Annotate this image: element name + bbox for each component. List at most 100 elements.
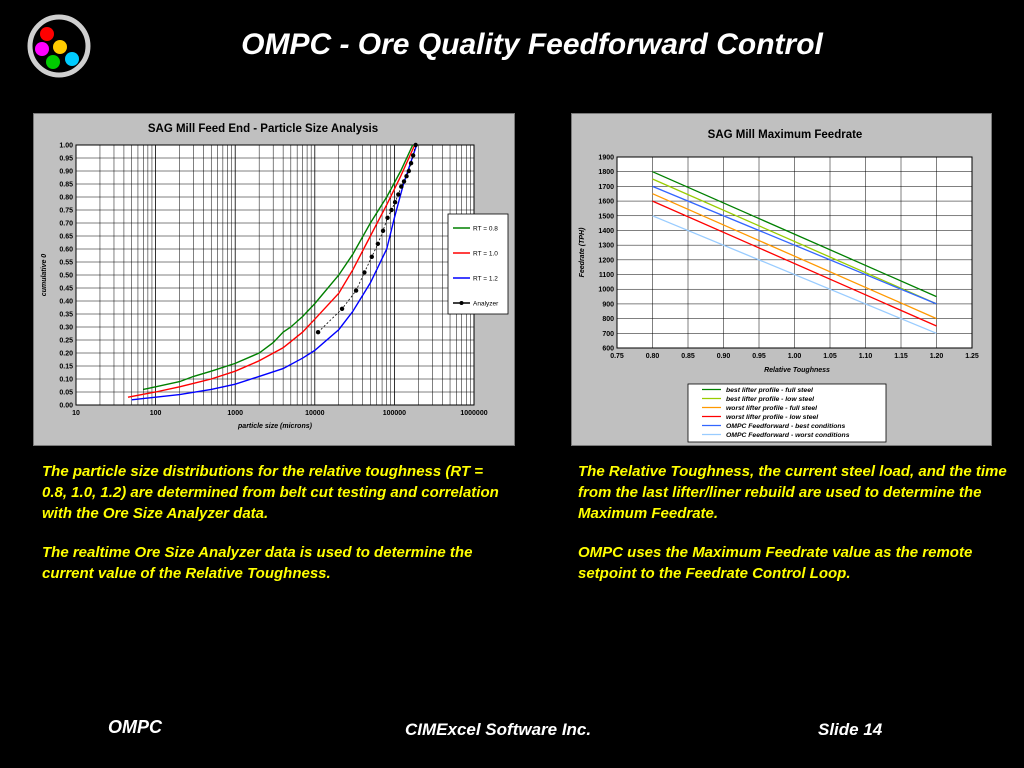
footer-slide-number: Slide 14 — [818, 720, 883, 739]
y-tick-label: 1900 — [598, 155, 614, 162]
logo-dot-magenta — [35, 42, 49, 56]
y-tick-label: 0.50 — [59, 273, 73, 280]
y-tick-label: 0.25 — [59, 338, 73, 345]
series-line — [652, 193, 937, 320]
data-point-analyzer — [408, 161, 414, 166]
data-point-analyzer — [339, 306, 345, 311]
legend-box — [687, 383, 887, 443]
x-tick-label: 10 — [72, 410, 80, 417]
series-line — [652, 215, 937, 334]
chart-title: SAG Mill Feed End - Particle Size Analys… — [148, 123, 378, 135]
y-tick-label: 1300 — [598, 243, 614, 250]
data-point-analyzer — [404, 174, 409, 179]
data-point-analyzer — [406, 168, 412, 174]
y-tick-label: 0.15 — [59, 364, 73, 371]
logo-dot-cyan — [65, 52, 79, 66]
data-point-analyzer — [380, 228, 386, 233]
data-point-analyzer — [413, 142, 418, 148]
y-tick-label: 0.45 — [59, 286, 73, 293]
footer-product: OMPC — [108, 717, 162, 737]
y-tick-label: 0.70 — [59, 221, 73, 228]
y-tick-label: 1000 — [598, 287, 614, 294]
y-tick-label: 1700 — [598, 184, 614, 191]
y-tick-label: 0.35 — [59, 312, 73, 319]
y-tick-label: 1200 — [598, 257, 614, 264]
series-line — [143, 144, 414, 391]
y-tick-label: 0.55 — [59, 260, 73, 267]
left-caption: The particle size distributions for the … — [42, 461, 512, 602]
x-tick-label: 1.15 — [894, 353, 908, 360]
data-point-analyzer — [399, 184, 404, 189]
particle-size-chart-panel: 0.00 0.05 0.10 0.15 0.20 0.25 0.30 0.35 0.40 0.45… — [33, 113, 515, 446]
y-tick-label: 0.05 — [59, 390, 73, 397]
y-tick-label: 1500 — [598, 213, 614, 220]
data-point-analyzer — [362, 270, 367, 275]
x-tick-label: 10000 — [305, 410, 325, 417]
max-feedrate-chart-panel: 600 700 800 900 1000 1100 1200 1300 1400 1500 1600… — [571, 113, 992, 446]
legend-label: worst lifter profile - low steel — [726, 414, 818, 421]
y-tick-label: 0.40 — [59, 299, 73, 306]
y-tick-label: 900 — [602, 301, 614, 308]
data-point-analyzer — [353, 288, 359, 293]
y-tick-label: 0.95 — [59, 156, 73, 163]
y-tick-label: 700 — [602, 331, 614, 338]
legend-label: RT = 1.2 — [473, 276, 498, 283]
x-axis-label: particle size (microns) — [237, 423, 313, 430]
left-caption-paragraph-1: The particle size distributions for the … — [42, 463, 499, 522]
series-line — [131, 144, 418, 401]
legend-label: best lifter profile - low steel — [726, 396, 814, 403]
y-tick-label: 0.90 — [59, 169, 73, 176]
legend-marker — [459, 301, 464, 305]
logo-dot-yellow — [53, 40, 67, 54]
y-tick-label: 0.80 — [59, 195, 73, 202]
x-tick-label: 0.85 — [681, 353, 695, 360]
x-tick-label: 1.25 — [965, 353, 979, 360]
legend-label: RT = 1.0 — [473, 251, 498, 258]
series-line — [652, 200, 937, 327]
x-tick-label: 1000000 — [460, 410, 487, 417]
logo-dot-green — [46, 55, 60, 69]
series-line — [652, 178, 937, 305]
y-axis-label: Feedrate (TPH) — [579, 227, 586, 277]
x-tick-label: 0.95 — [752, 353, 766, 360]
y-tick-label: 1800 — [598, 169, 614, 176]
max-feedrate-chart: 600 700 800 900 1000 1100 1200 1300 1400 1500 1600… — [579, 129, 979, 443]
data-point-analyzer — [410, 153, 416, 158]
x-tick-label: 1.05 — [823, 353, 837, 360]
right-caption: The Relative Toughness, the current stee… — [578, 461, 1008, 602]
particle-size-chart: 0.00 0.05 0.10 0.15 0.20 0.25 0.30 0.35 0.40 0.45… — [41, 123, 509, 430]
y-tick-label: 1600 — [598, 199, 614, 206]
x-tick-label: 100000 — [383, 410, 406, 417]
legend-box — [447, 213, 509, 315]
right-caption-paragraph-2: OMPC uses the Maximum Feedrate value as … — [578, 544, 973, 582]
x-tick-label: 0.80 — [646, 353, 660, 360]
y-tick-label: 0.10 — [59, 377, 73, 384]
chart-title: SAG Mill Maximum Feedrate — [708, 129, 863, 141]
series-line — [652, 185, 937, 305]
legend-label: RT = 0.8 — [473, 226, 498, 233]
y-tick-label: 0.75 — [59, 208, 73, 215]
y-tick-label: 0.20 — [59, 351, 73, 358]
x-axis-label: Relative Toughness — [764, 367, 830, 374]
left-caption-paragraph-2: The realtime Ore Size Analyzer data is u… — [42, 544, 473, 582]
logo-dot-red — [40, 27, 54, 41]
x-tick-label: 100 — [150, 410, 162, 417]
legend-label: OMPC Feedforward - best conditions — [726, 423, 846, 430]
ompc-logo — [27, 14, 91, 78]
data-point-analyzer — [401, 179, 407, 184]
legend-label: worst lifter profile - full steel — [726, 405, 817, 412]
x-tick-label: 1000 — [227, 410, 243, 417]
slide-title: OMPC - Ore Quality Feedforward Control — [241, 28, 823, 61]
data-point-analyzer — [385, 215, 390, 220]
data-point-analyzer — [375, 241, 381, 246]
y-axis-label: cumulative 0 — [41, 254, 48, 297]
y-tick-label: 1.00 — [59, 143, 73, 150]
y-tick-label: 1400 — [598, 228, 614, 235]
legend-label: Analyzer — [473, 301, 499, 308]
x-tick-label: 1.20 — [930, 353, 944, 360]
x-tick-label: 1.00 — [788, 353, 802, 360]
data-point-analyzer — [315, 330, 321, 335]
data-point-analyzer — [389, 207, 394, 213]
y-tick-label: 800 — [602, 316, 614, 323]
y-tick-label: 0.85 — [59, 182, 73, 189]
